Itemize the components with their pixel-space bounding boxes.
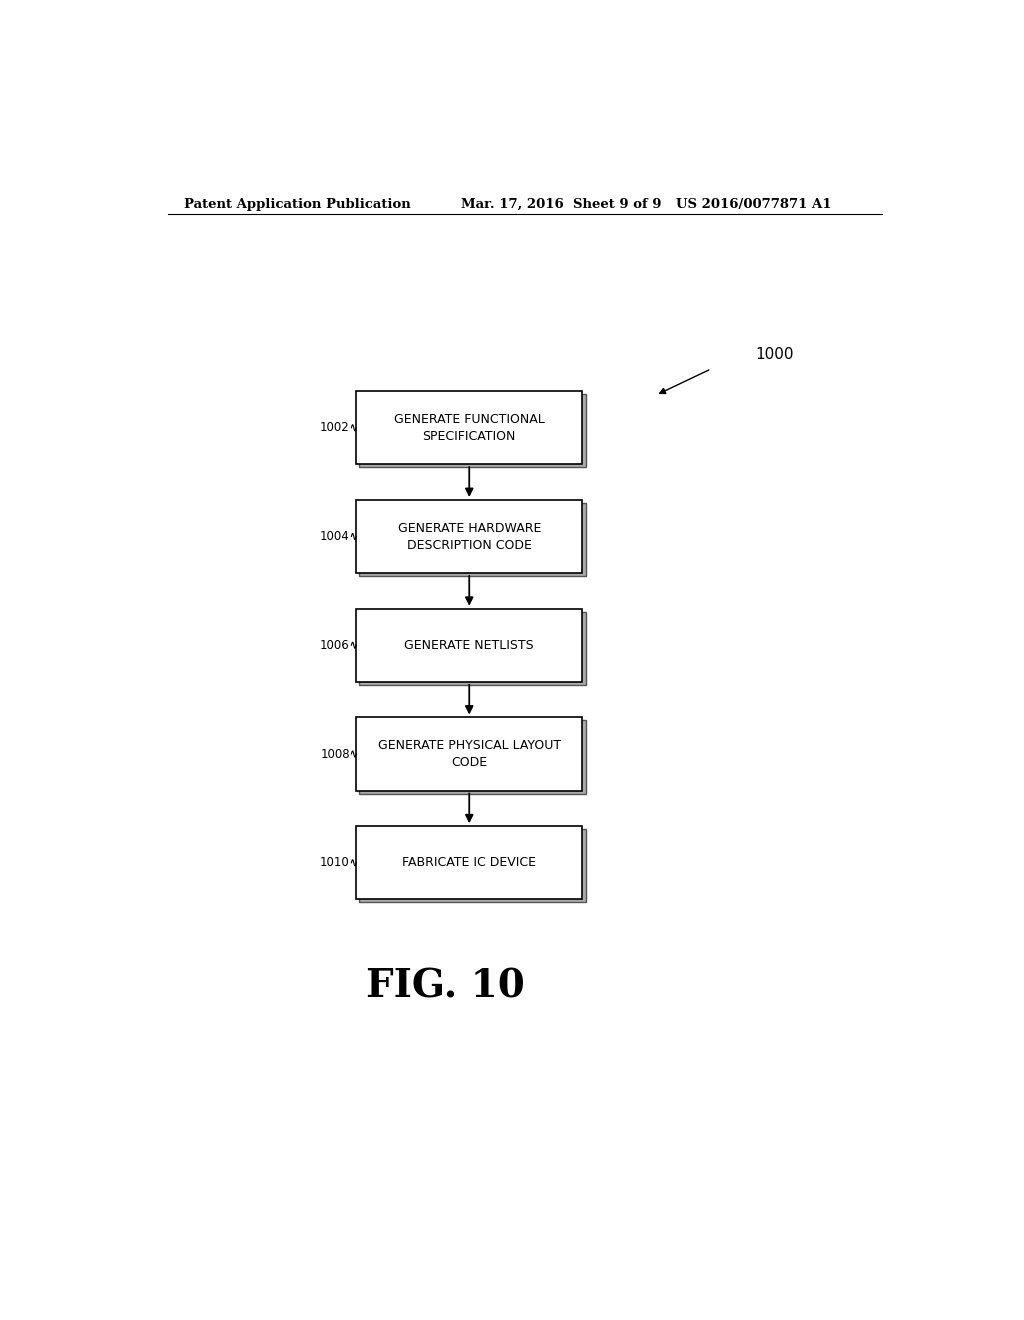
- Text: GENERATE FUNCTIONAL
SPECIFICATION: GENERATE FUNCTIONAL SPECIFICATION: [394, 413, 545, 442]
- FancyBboxPatch shape: [356, 826, 583, 899]
- Text: 1000: 1000: [755, 347, 794, 362]
- Text: FABRICATE IC DEVICE: FABRICATE IC DEVICE: [402, 857, 537, 870]
- Text: GENERATE PHYSICAL LAYOUT
CODE: GENERATE PHYSICAL LAYOUT CODE: [378, 739, 561, 770]
- FancyBboxPatch shape: [356, 500, 583, 573]
- Text: 1010: 1010: [321, 857, 350, 870]
- FancyBboxPatch shape: [356, 609, 583, 682]
- FancyBboxPatch shape: [359, 721, 586, 793]
- Text: 1006: 1006: [321, 639, 350, 652]
- FancyBboxPatch shape: [359, 829, 586, 903]
- Text: FIG. 10: FIG. 10: [366, 968, 525, 1006]
- FancyBboxPatch shape: [359, 611, 586, 685]
- Text: 1004: 1004: [321, 531, 350, 543]
- Text: 1002: 1002: [321, 421, 350, 434]
- FancyBboxPatch shape: [359, 503, 586, 576]
- Text: GENERATE HARDWARE
DESCRIPTION CODE: GENERATE HARDWARE DESCRIPTION CODE: [397, 521, 541, 552]
- Text: 1008: 1008: [321, 747, 350, 760]
- Text: Patent Application Publication: Patent Application Publication: [183, 198, 411, 211]
- Text: US 2016/0077871 A1: US 2016/0077871 A1: [676, 198, 831, 211]
- Text: Mar. 17, 2016  Sheet 9 of 9: Mar. 17, 2016 Sheet 9 of 9: [461, 198, 662, 211]
- Text: GENERATE NETLISTS: GENERATE NETLISTS: [404, 639, 535, 652]
- FancyBboxPatch shape: [356, 391, 583, 465]
- FancyBboxPatch shape: [359, 395, 586, 467]
- FancyBboxPatch shape: [356, 718, 583, 791]
